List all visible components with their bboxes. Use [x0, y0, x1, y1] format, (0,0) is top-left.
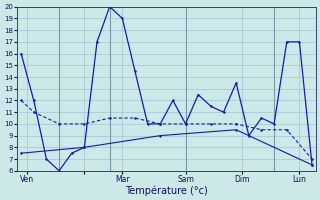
X-axis label: Température (°c): Température (°c): [125, 185, 208, 196]
